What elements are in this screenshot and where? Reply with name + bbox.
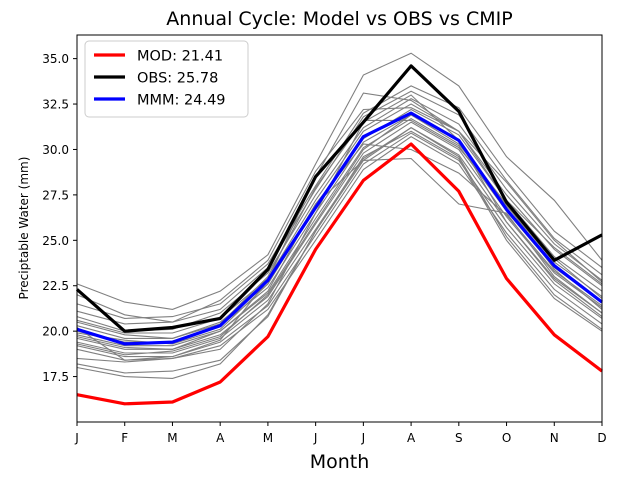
cmip-model-line-16 <box>76 92 603 361</box>
y-tick-label: 17.5 <box>42 370 69 384</box>
axes-frame <box>76 34 603 423</box>
x-axis-label: Month <box>310 451 370 473</box>
cmip-model-line-15 <box>76 130 603 379</box>
y-tick-label: 27.5 <box>42 188 69 202</box>
x-tick-label: N <box>550 431 559 445</box>
legend-label-obs: OBS: 25.78 <box>137 71 218 87</box>
x-tick-label: A <box>407 431 416 445</box>
legend-box <box>84 40 249 118</box>
x-tick-label: J <box>361 431 366 445</box>
x-tick-label: M <box>167 431 177 445</box>
cmip-model-line-20 <box>76 114 603 356</box>
series-line-obs <box>75 64 603 333</box>
cmip-model-line-5 <box>76 103 603 334</box>
cmip-model-line-1 <box>76 52 603 310</box>
cmip-model-line-14 <box>76 127 603 374</box>
y-tick-label: 30.0 <box>42 143 69 157</box>
x-tick-label: O <box>502 431 511 445</box>
main-series-lines <box>75 64 603 406</box>
x-tick-label: J <box>313 431 318 445</box>
cmip-model-lines <box>76 52 603 379</box>
x-tick-label: D <box>597 431 606 445</box>
legend-label-mod: MOD: 21.41 <box>137 49 223 65</box>
y-tick-label: 25.0 <box>42 234 69 248</box>
axes: 17.5 20.0 22.5 25.0 27.5 30.0 32.5 35.0 J F M A M J J A… <box>42 34 607 445</box>
cmip-model-line-11 <box>76 132 603 358</box>
legend: MOD: 21.41 OBS: 25.78 MMM: 24.49 <box>84 40 249 118</box>
series-line-mmm <box>76 111 603 346</box>
cmip-model-line-13 <box>76 94 603 363</box>
chart-title: Annual Cycle: Model vs OBS vs CMIP <box>166 8 512 30</box>
series-line-mod <box>76 142 603 406</box>
legend-label-mmm: MMM: 24.49 <box>137 93 226 109</box>
x-tick-label: S <box>455 431 463 445</box>
y-axis-label: Preciptable Water (mm) <box>17 157 31 300</box>
x-tick-label: J <box>74 431 79 445</box>
x-tick-label: M <box>263 431 273 445</box>
x-tick-label: F <box>121 431 128 445</box>
y-tick-label: 35.0 <box>42 52 69 66</box>
y-tick-label: 22.5 <box>42 279 69 293</box>
cmip-model-line-19 <box>76 107 603 323</box>
x-tick-label: A <box>216 431 225 445</box>
y-tick-label: 20.0 <box>42 325 69 339</box>
y-tick-label: 32.5 <box>42 98 69 112</box>
